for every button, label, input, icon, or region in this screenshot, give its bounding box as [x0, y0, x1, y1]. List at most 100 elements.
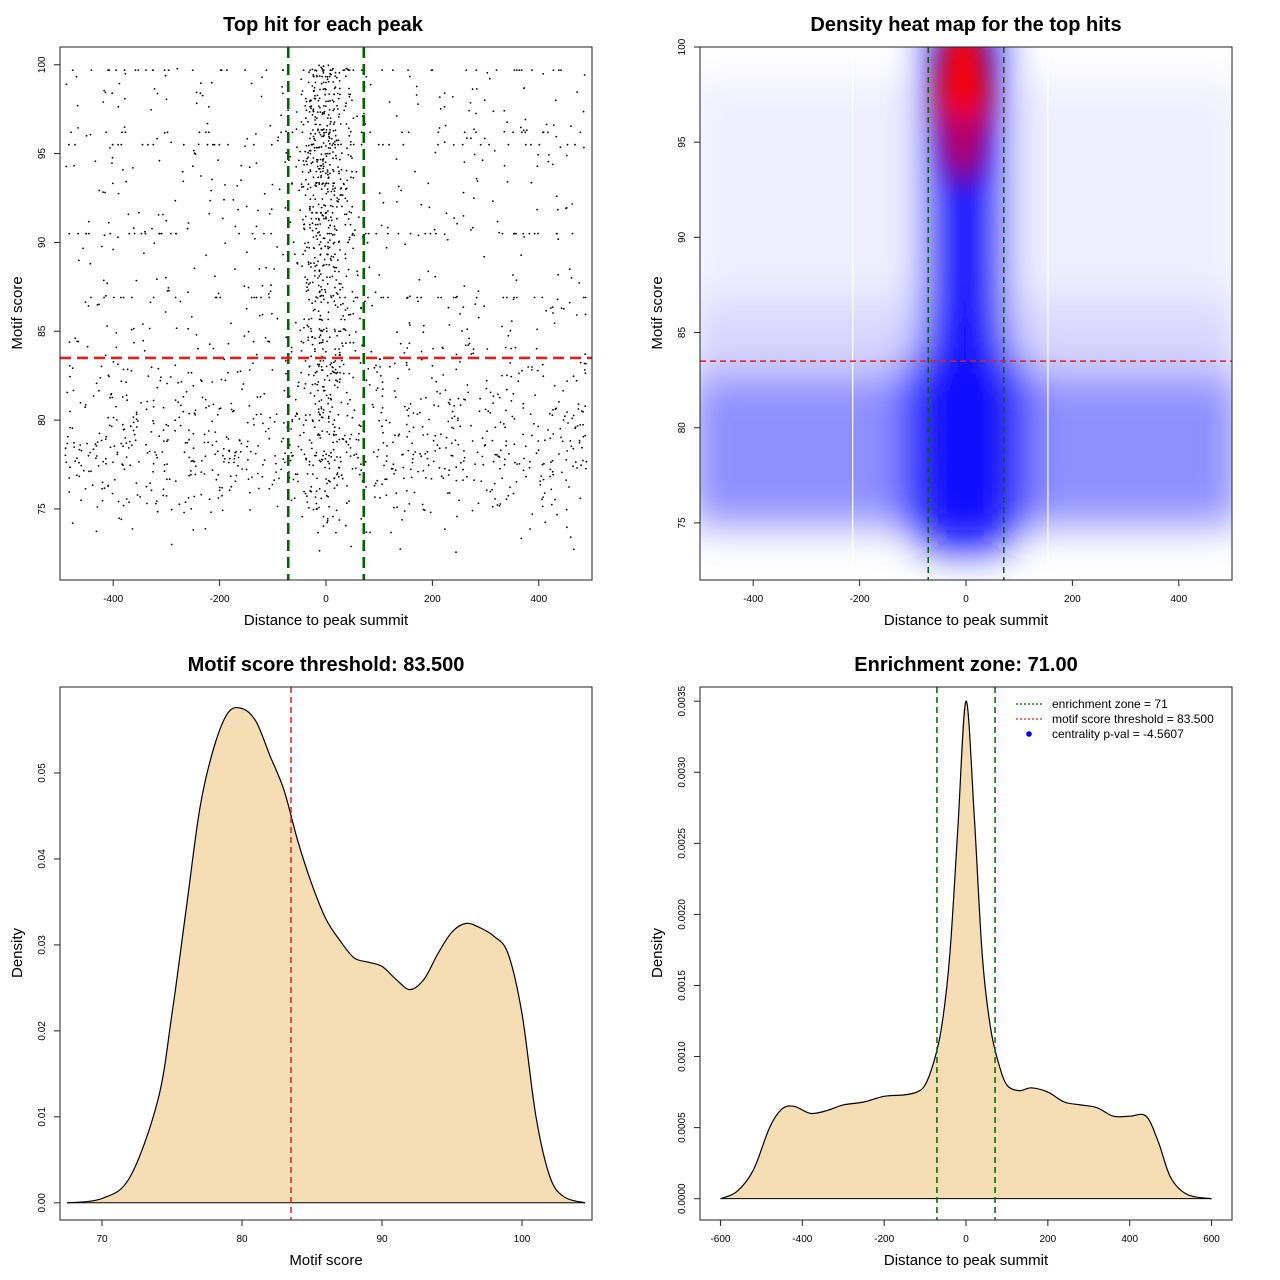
scatter-point: [576, 467, 578, 469]
scatter-point: [323, 379, 326, 381]
scatter-point: [111, 396, 114, 399]
scatter-point: [301, 186, 303, 189]
scatter-point: [426, 457, 429, 460]
scatter-point: [71, 427, 74, 430]
scatter-point: [365, 531, 368, 533]
scatter-point: [582, 459, 584, 462]
scatter-point: [407, 414, 410, 417]
scatter-point: [320, 341, 323, 344]
scatter-point: [318, 363, 321, 366]
scatter-point: [491, 439, 494, 442]
scatter-point: [485, 489, 488, 492]
scatter-point: [311, 281, 314, 284]
scatter-point: [247, 330, 250, 333]
scatter-point: [190, 508, 193, 510]
scatter-point: [443, 92, 446, 95]
scatter-point: [403, 352, 406, 354]
scatter-point: [336, 456, 338, 458]
scatter-point: [371, 304, 374, 307]
scatter-point: [290, 499, 293, 502]
scatter-point: [271, 369, 274, 371]
scatter-point: [300, 78, 303, 80]
scatter-point: [333, 194, 336, 197]
scatter-point: [385, 460, 388, 462]
scatter-point: [298, 189, 300, 192]
scatter-point: [317, 381, 320, 383]
scatter-point: [504, 458, 506, 461]
scatter-point: [89, 262, 92, 265]
scatter-point: [498, 396, 501, 399]
scatter-point: [307, 183, 310, 186]
scatter-point: [333, 361, 335, 364]
scatter-point: [515, 296, 518, 299]
scatter-point: [307, 81, 310, 84]
scatter-point: [349, 438, 351, 440]
distance-density-x-tick-label: 200: [1040, 1234, 1057, 1245]
scatter-point: [314, 371, 317, 374]
scatter-point: [102, 460, 105, 463]
scatter-point: [306, 246, 308, 249]
scatter-point: [258, 268, 261, 270]
scatter-point: [250, 296, 253, 299]
scatter-point: [579, 361, 582, 364]
scatter-point: [315, 185, 317, 188]
scatter-point: [256, 396, 259, 398]
scatter-point: [179, 424, 182, 427]
scatter-point: [237, 208, 240, 211]
scatter-point: [393, 390, 396, 392]
scatter-point: [349, 398, 351, 401]
scatter-point: [69, 375, 71, 378]
scatter-point: [170, 232, 172, 235]
scatter-point: [319, 123, 321, 126]
scatter-point: [511, 415, 514, 418]
scatter-point: [326, 283, 329, 285]
scatter-point: [200, 493, 203, 496]
scatter-point: [550, 461, 552, 463]
scatter-point: [190, 316, 193, 318]
scatter-point: [179, 300, 182, 303]
scatter-point: [350, 176, 352, 179]
scatter-point: [459, 425, 462, 428]
scatter-point: [381, 483, 383, 486]
scatter-point: [437, 143, 439, 146]
scatter-point: [409, 468, 412, 471]
scatter-point: [328, 505, 330, 508]
scatter-point: [535, 347, 538, 350]
scatter-point: [261, 284, 264, 287]
scatter-point: [158, 232, 161, 235]
scatter-point: [538, 143, 541, 146]
scatter-point: [309, 170, 312, 173]
scatter-point: [111, 162, 113, 165]
scatter-point: [263, 392, 266, 395]
scatter-point: [211, 469, 214, 472]
scatter-point: [304, 97, 307, 100]
scatter-point: [302, 185, 305, 188]
scatter-point: [311, 161, 314, 164]
scatter-point: [328, 433, 331, 436]
scatter-point: [120, 380, 123, 383]
scatter-point: [452, 296, 455, 299]
scatter-point: [301, 131, 304, 134]
scatter-point: [531, 366, 533, 368]
scatter-point: [197, 347, 199, 350]
scatter-point: [312, 206, 315, 208]
scatter-point: [544, 521, 547, 524]
scatter-point: [318, 291, 321, 294]
scatter-point: [463, 285, 466, 287]
scatter-point: [431, 364, 434, 367]
scatter-point: [417, 470, 419, 473]
scatter-point: [347, 127, 350, 130]
scatter-point: [381, 381, 384, 384]
scatter-point: [387, 296, 389, 299]
scatter-point: [492, 395, 495, 397]
scatter-point: [328, 232, 331, 235]
scatter-point: [192, 165, 194, 168]
scatter-point: [305, 458, 308, 461]
scatter-point: [87, 220, 90, 223]
scatter-point: [443, 141, 446, 144]
scatter-point: [473, 197, 475, 200]
scatter-point: [354, 349, 357, 352]
scatter-point: [498, 505, 501, 507]
scatter-point: [84, 406, 87, 409]
scatter-point: [188, 474, 191, 477]
